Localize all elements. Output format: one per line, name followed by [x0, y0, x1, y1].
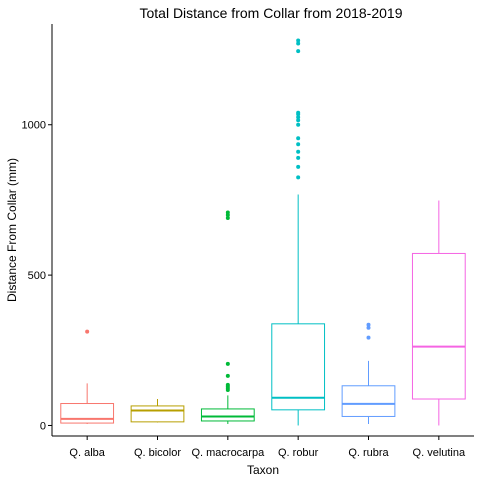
outlier-point	[296, 38, 301, 43]
box-group	[130, 399, 185, 423]
outlier-point	[225, 373, 230, 378]
outlier-point	[296, 136, 301, 141]
x-tick-label: Q. alba	[69, 447, 105, 459]
box-iqr	[341, 385, 396, 417]
x-tick-label: Q. rubra	[348, 447, 389, 459]
y-tick-label: 0	[40, 420, 46, 432]
outlier-point	[366, 335, 371, 340]
outlier-point	[225, 361, 230, 366]
outlier-point	[296, 41, 301, 46]
x-tick-label: Q. bicolor	[134, 447, 181, 459]
box-iqr	[60, 403, 115, 424]
x-tick-label: Q. macrocarpa	[191, 447, 265, 459]
outlier-point	[225, 210, 230, 215]
box-group	[411, 200, 466, 426]
outlier-point	[85, 329, 90, 334]
box-group	[60, 329, 115, 424]
outlier-point	[225, 215, 230, 220]
outlier-point	[296, 115, 301, 120]
boxes-layer	[60, 38, 466, 426]
x-tick-label: Q. velutina	[413, 447, 466, 459]
outlier-point	[296, 175, 301, 180]
outlier-point	[225, 382, 230, 387]
box-iqr	[130, 405, 185, 423]
x-tick-label: Q. robur	[278, 447, 319, 459]
outlier-point	[296, 149, 301, 154]
chart-title: Total Distance from Collar from 2018-201…	[139, 5, 402, 21]
outlier-point	[296, 118, 301, 123]
y-tick-label: 1000	[22, 120, 46, 132]
outlier-point	[296, 122, 301, 127]
outlier-point	[296, 49, 301, 54]
outlier-point	[366, 325, 371, 330]
outlier-point	[296, 155, 301, 160]
outlier-point	[296, 142, 301, 147]
y-tick-label: 500	[28, 270, 46, 282]
outlier-point	[296, 164, 301, 169]
box-group	[271, 38, 326, 426]
box-iqr	[271, 323, 326, 411]
outlier-point	[366, 322, 371, 327]
box-group	[200, 210, 255, 424]
y-axis-title: Distance From Collar (mm)	[5, 158, 19, 302]
outlier-point	[296, 110, 301, 115]
box-iqr	[200, 408, 255, 422]
box-group	[341, 322, 396, 424]
x-axis-title: Taxon	[247, 463, 279, 477]
y-axis-ticks: 0 500 1000	[22, 120, 52, 432]
box-iqr	[411, 252, 466, 400]
x-axis-ticks: Q. alba Q. bicolor Q. macrocarpa Q. robur Q.…	[69, 436, 466, 459]
